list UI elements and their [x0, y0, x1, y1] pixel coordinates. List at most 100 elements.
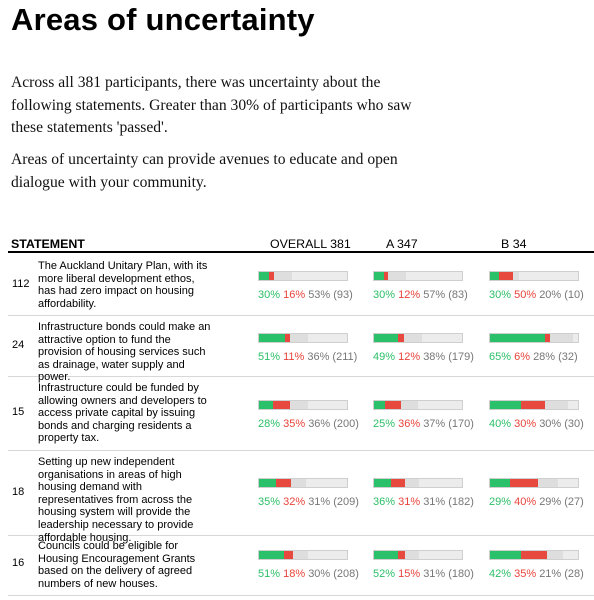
vote-percentages: 25% 36% 37% (170): [373, 418, 474, 431]
pass-segment: [388, 272, 406, 280]
disagree-percent: 36%: [398, 418, 421, 430]
disagree-segment: [285, 334, 290, 342]
pass-percent: 37% (170): [423, 418, 474, 430]
vote-distribution-bar: [258, 333, 348, 343]
pass-segment: [405, 551, 419, 559]
statement-text: Setting up new independent organisations…: [38, 456, 194, 544]
vote-percentages: 40% 30% 30% (30): [489, 418, 584, 431]
agree-segment: [374, 551, 398, 559]
vote-percentages: 30% 16% 53% (93): [258, 289, 353, 302]
vote-cell-a: 52% 15% 31% (180): [373, 550, 474, 581]
disagree-percent: 40%: [514, 496, 537, 508]
pass-percent: 31% (182): [423, 496, 474, 508]
disagree-segment: [510, 479, 538, 487]
disagree-segment: [276, 479, 291, 487]
agree-percent: 30%: [258, 289, 281, 301]
agree-percent: 25%: [373, 418, 396, 430]
disagree-segment: [269, 272, 274, 280]
disagree-segment: [384, 272, 388, 280]
agree-segment: [259, 479, 276, 487]
vote-percentages: 35% 32% 31% (209): [258, 496, 359, 509]
statement-text: Infrastructure could be funded by allowi…: [38, 382, 207, 445]
vote-distribution-bar: [258, 400, 348, 410]
agree-percent: 30%: [373, 289, 396, 301]
disagree-segment: [521, 401, 545, 409]
pass-segment: [545, 401, 568, 409]
header-divider: [8, 251, 594, 253]
disagree-segment: [273, 401, 290, 409]
agree-segment: [259, 551, 284, 559]
agree-percent: 51%: [258, 351, 281, 363]
agree-segment: [374, 334, 398, 342]
agree-percent: 49%: [373, 351, 396, 363]
agree-percent: 40%: [489, 418, 512, 430]
agree-segment: [374, 401, 385, 409]
table-row: 16 Councils could be eligible for Housing…: [8, 535, 594, 596]
vote-distribution-bar: [373, 550, 463, 560]
vote-distribution-bar: [373, 333, 463, 343]
statement-id: 18: [12, 486, 25, 498]
statement-text: Councils could be eligible for Housing E…: [38, 540, 196, 590]
disagree-percent: 50%: [514, 289, 537, 301]
agree-segment: [490, 272, 499, 280]
agree-segment: [490, 401, 521, 409]
vote-percentages: 65% 6% 28% (32): [489, 351, 579, 364]
vote-cell-overall: 30% 16% 53% (93): [258, 271, 353, 302]
vote-distribution-bar: [258, 271, 348, 281]
disagree-segment: [398, 551, 405, 559]
vote-distribution-bar: [489, 333, 579, 343]
pass-percent: 31% (180): [423, 568, 474, 580]
statement-id: 112: [12, 278, 30, 290]
agree-percent: 29%: [489, 496, 512, 508]
pass-segment: [405, 479, 419, 487]
pass-percent: 21% (28): [539, 568, 584, 580]
disagree-percent: 30%: [514, 418, 537, 430]
disagree-segment: [385, 401, 401, 409]
vote-cell-a: 30% 12% 57% (83): [373, 271, 468, 302]
vote-percentages: 30% 12% 57% (83): [373, 289, 468, 302]
intro-paragraph: Across all 381 participants, there was u…: [11, 74, 412, 136]
vote-distribution-bar: [258, 550, 348, 560]
agree-percent: 65%: [489, 351, 512, 363]
vote-percentages: 36% 31% 31% (182): [373, 496, 474, 509]
disagree-segment: [391, 479, 405, 487]
vote-percentages: 28% 35% 36% (200): [258, 418, 359, 431]
pass-percent: 30% (208): [308, 568, 359, 580]
vote-distribution-bar: [489, 400, 579, 410]
statement-id: 24: [12, 339, 25, 351]
pass-segment: [404, 334, 422, 342]
agree-segment: [259, 401, 273, 409]
vote-percentages: 29% 40% 29% (27): [489, 496, 584, 509]
disagree-percent: 12%: [398, 351, 421, 363]
agree-segment: [490, 479, 510, 487]
agree-segment: [490, 334, 545, 342]
vote-percentages: 42% 35% 21% (28): [489, 568, 584, 581]
disagree-percent: 32%: [283, 496, 306, 508]
disagree-percent: 31%: [398, 496, 421, 508]
pass-segment: [274, 272, 292, 280]
vote-distribution-bar: [373, 478, 463, 488]
vote-cell-overall: 51% 11% 36% (211): [258, 333, 357, 364]
agree-percent: 52%: [373, 568, 396, 580]
pass-percent: 31% (209): [308, 496, 359, 508]
agree-segment: [374, 479, 391, 487]
table-row: 112 The Auckland Unitary Plan, with its m…: [8, 253, 594, 316]
disagree-segment: [284, 551, 293, 559]
disagree-percent: 15%: [398, 568, 421, 580]
table-row: 24 Infrastructure bonds could make an att…: [8, 315, 594, 383]
disagree-percent: 18%: [283, 568, 306, 580]
pass-segment: [513, 272, 519, 280]
column-header-group-b: B 34: [501, 237, 527, 251]
vote-cell-a: 25% 36% 37% (170): [373, 400, 474, 431]
column-header-statement: STATEMENT: [11, 237, 85, 251]
column-header-group-a: A 347: [386, 237, 418, 251]
pass-percent: 30% (30): [539, 418, 584, 430]
vote-cell-b: 40% 30% 30% (30): [489, 400, 584, 431]
agree-percent: 35%: [258, 496, 281, 508]
agree-segment: [490, 551, 521, 559]
table-row: 18 Setting up new independent organisatio…: [8, 450, 594, 544]
pass-percent: 29% (27): [539, 496, 584, 508]
statement-text: The Auckland Unitary Plan, with its more…: [38, 260, 208, 310]
pass-segment: [538, 479, 558, 487]
disagree-percent: 6%: [514, 351, 530, 363]
